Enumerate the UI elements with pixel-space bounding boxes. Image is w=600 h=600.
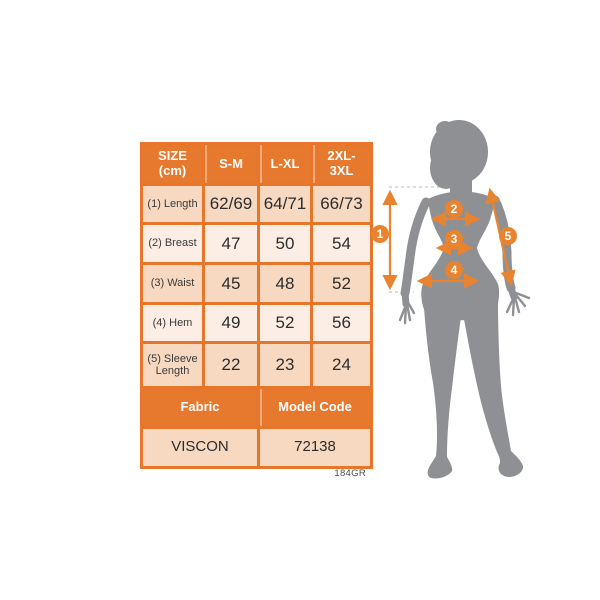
size-value-cell: 48 [257,262,313,305]
size-chart-table: SIZE (cm) S-M L-XL 2XL- 3XL (1) Length 6… [140,142,373,469]
fabric-header-row: Fabric Model Code [140,386,373,429]
size-value-cell: 49 [202,302,260,344]
size-value-cell: 62/69 [202,183,260,225]
size-value-cell: 64/71 [257,183,313,225]
row-label: (2) Breast [140,222,205,265]
fabric-header: Fabric [140,386,260,429]
size-value-cell: 66/73 [310,183,373,225]
header-size-2xl3xl: 2XL- 3XL [310,142,373,186]
marker-5-circle [499,227,517,245]
row-label: (1) Length [140,183,205,225]
size-value-cell: 47 [202,222,260,265]
size-value-cell: 54 [310,222,373,265]
marker-4-label: 4 [451,263,458,277]
size-header-row: SIZE (cm) S-M L-XL 2XL- 3XL [140,142,373,186]
size-value-cell: 52 [310,262,373,305]
marker-3-circle [445,230,463,248]
marker-2-circle [445,200,463,218]
fabric-value: VISCON [140,426,260,469]
product-code-note: 184GR [334,468,366,479]
marker-4-circle [445,261,463,279]
marker-1-label: 1 [377,227,384,241]
model-code-value: 72138 [257,426,373,469]
marker-1-circle [371,225,389,243]
marker-3-label: 3 [451,232,458,246]
woman-silhouette [398,120,531,479]
header-size-sm: S-M [202,142,260,186]
size-value-cell: 52 [257,302,313,344]
left-arm [400,197,431,298]
left-leg [423,293,463,479]
row-label: (3) Waist [140,262,205,305]
size-value-cell: 50 [257,222,313,265]
header-size-lxl: L-XL [257,142,313,186]
model-code-header: Model Code [257,386,373,429]
size-value-cell: 24 [310,341,373,389]
table-row-hem: (4) Hem 49 52 56 [140,302,373,344]
table-row-waist: (3) Waist 45 48 52 [140,262,373,305]
fabric-value-row: VISCON 72138 [140,426,373,469]
left-palm [401,289,410,308]
marker-2-label: 2 [451,202,458,216]
size-value-cell: 22 [202,341,260,389]
measurement-figure: 1 2 3 4 5 [371,120,531,479]
marker-badges: 1 2 3 4 5 [371,200,517,279]
size-value-cell: 45 [202,262,260,305]
right-palm [507,284,518,301]
header-size-cm: SIZE (cm) [140,142,205,186]
table-row-length: (1) Length 62/69 64/71 66/73 [140,183,373,225]
hands [398,284,531,325]
size-value-cell: 56 [310,302,373,344]
left-fingers [398,299,416,325]
table-row-sleeve-length: (5) Sleeve Length 22 23 24 [140,341,373,389]
marker-5-label: 5 [505,229,512,243]
row-label: (5) Sleeve Length [140,341,205,389]
row-label: (4) Hem [140,302,205,344]
right-leg [461,298,524,477]
size-value-cell: 23 [257,341,313,389]
right-fingers [505,291,531,317]
table-row-breast: (2) Breast 47 50 54 [140,222,373,265]
